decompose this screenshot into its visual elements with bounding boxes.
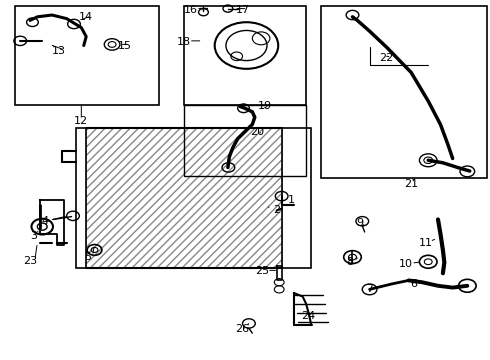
Text: 4: 4 [41, 216, 48, 226]
Text: 1: 1 [288, 195, 295, 205]
Text: 9: 9 [356, 218, 364, 228]
Text: 13: 13 [52, 46, 66, 56]
Text: 6: 6 [410, 279, 417, 289]
Bar [321, 6, 487, 178]
Bar [15, 6, 159, 105]
Text: 16: 16 [184, 5, 198, 15]
Text: 5: 5 [84, 252, 91, 262]
Bar [282, 128, 311, 268]
Bar [86, 128, 282, 268]
Text: 23: 23 [23, 256, 37, 266]
Text: 25: 25 [255, 266, 269, 276]
Text: 21: 21 [404, 179, 418, 189]
Text: 14: 14 [79, 12, 93, 22]
Text: 2: 2 [273, 206, 280, 216]
Text: 26: 26 [236, 324, 249, 334]
Text: 24: 24 [301, 311, 316, 321]
Text: 20: 20 [250, 127, 264, 136]
Text: 10: 10 [399, 259, 413, 269]
Text: 18: 18 [177, 37, 191, 47]
Text: 17: 17 [236, 5, 249, 15]
Text: 7: 7 [366, 284, 373, 294]
Text: 11: 11 [419, 238, 433, 248]
Text: 19: 19 [257, 102, 271, 112]
Text: 8: 8 [346, 257, 354, 267]
Text: 15: 15 [118, 41, 132, 50]
Text: 3: 3 [30, 231, 37, 240]
Text: 12: 12 [74, 116, 88, 126]
Bar [76, 128, 86, 268]
Bar [184, 105, 306, 176]
Bar [184, 6, 306, 105]
Text: 22: 22 [380, 53, 394, 63]
